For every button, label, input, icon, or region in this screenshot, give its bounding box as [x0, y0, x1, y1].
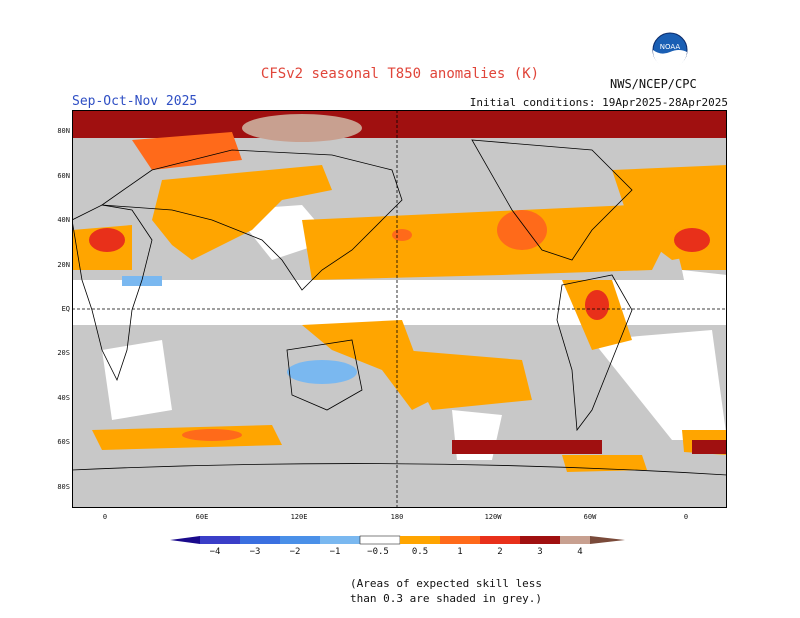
strong-anomaly-central-pacific [392, 229, 412, 241]
agency-label: NWS/NCEP/CPC [610, 77, 697, 91]
noaa-logo: NOAA [652, 32, 688, 69]
colorbar-m2-m1 [280, 536, 320, 544]
season-label: Sep-Oct-Nov 2025 [72, 94, 198, 109]
colorbar-p4-5 [560, 536, 590, 544]
colorbar-label-m1: −1 [329, 547, 341, 557]
noaa-logo-text: NOAA [660, 43, 681, 51]
strong-anomaly-north-africa [89, 228, 125, 252]
lat-label-40s: 40S [57, 394, 70, 402]
map-border [72, 110, 727, 508]
lon-label-0-east: 0 [683, 513, 689, 521]
south-america-outline [556, 274, 633, 432]
colorbar-label-p1: 1 [457, 547, 463, 557]
lat-label-20s: 20S [57, 349, 70, 357]
cool-anomaly-australia [287, 360, 357, 384]
lat-label-60s: 60S [57, 438, 70, 446]
australia-outline [286, 339, 363, 411]
lon-label-0-west: 0 [102, 513, 108, 521]
colorbar-p2-3 [480, 536, 520, 544]
colorbar [170, 534, 630, 556]
skill-footnote-line2: than 0.3 are shaded in grey.) [350, 592, 543, 605]
antarctica-outline [71, 463, 728, 476]
warm-anomaly-antarctic-peninsula [562, 455, 647, 472]
colorbar-m4-m3 [200, 536, 240, 544]
anomaly-map [71, 110, 728, 508]
warm-anomaly-south-pacific [402, 350, 532, 410]
neutral-region-south-atlantic [592, 330, 727, 440]
africa-outline [71, 204, 153, 382]
lat-label-20n: 20N [57, 261, 70, 269]
colorbar-gt-5 [590, 536, 625, 544]
colorbar-label-m2: −2 [289, 547, 301, 557]
lat-label-eq: EQ [61, 305, 70, 313]
strong-anomaly-amazon [585, 290, 609, 320]
strong-anomaly-siberia [132, 132, 242, 170]
colorbar-label-p4: 4 [577, 547, 583, 557]
lat-label-60n: 60N [57, 172, 70, 180]
lon-label-60e: 60E [195, 513, 209, 521]
arctic-extreme-anomaly [242, 114, 362, 142]
map-title: CFSv2 seasonal T850 anomalies (K) [260, 66, 540, 82]
colorbar-p1-2 [440, 536, 480, 544]
strong-anomaly-ne-pacific [497, 210, 547, 250]
neutral-region-east-atlantic [682, 270, 727, 325]
colorbar-lt-m4 [170, 536, 200, 544]
colorbar-m1-m05 [320, 536, 360, 544]
colorbar-label-p2: 2 [497, 547, 503, 557]
antarctic-anomaly-pacific-sector [452, 440, 602, 454]
lat-label-40n: 40N [57, 216, 70, 224]
colorbar-label-m4: −4 [209, 547, 221, 557]
colorbar-p3-4 [520, 536, 560, 544]
lon-label-120w: 120W [484, 513, 502, 521]
skill-footnote-line1: (Areas of expected skill less [350, 577, 543, 590]
arctic-anomaly-band [72, 110, 727, 138]
colorbar-p05-1 [400, 536, 440, 544]
colorbar-neutral [359, 535, 401, 545]
colorbar-m3-m2 [240, 536, 280, 544]
colorbar-label-p3: 3 [537, 547, 543, 557]
lat-label-80n: 80N [57, 127, 70, 135]
skill-footnote: (Areas of expected skill less than 0.3 a… [350, 576, 542, 606]
warm-anomaly-eurasia [152, 165, 332, 260]
lon-label-180: 180 [390, 513, 404, 521]
colorbar-label-m3: −3 [249, 547, 261, 557]
strong-anomaly-southern-ocean [182, 429, 242, 441]
continent-outlines [71, 139, 728, 476]
initial-conditions: Initial conditions: 19Apr2025-28Apr2025 [469, 96, 728, 109]
colorbar-label-p05: 0.5 [411, 547, 429, 557]
anomaly-map-svg [71, 110, 728, 508]
colorbar-label-m05: −0.5 [367, 547, 389, 557]
lon-label-60w: 60W [583, 513, 597, 521]
lat-label-80s: 80S [57, 483, 70, 491]
lon-label-120e: 120E [290, 513, 308, 521]
antarctic-anomaly-atlantic-sector [692, 440, 727, 454]
warm-anomaly-north-pacific [302, 205, 672, 280]
strong-anomaly-east-mediterranean [674, 228, 710, 252]
eurasia-outline [100, 149, 403, 291]
north-america-outline [471, 139, 633, 261]
neutral-region-atlantic [102, 340, 172, 420]
